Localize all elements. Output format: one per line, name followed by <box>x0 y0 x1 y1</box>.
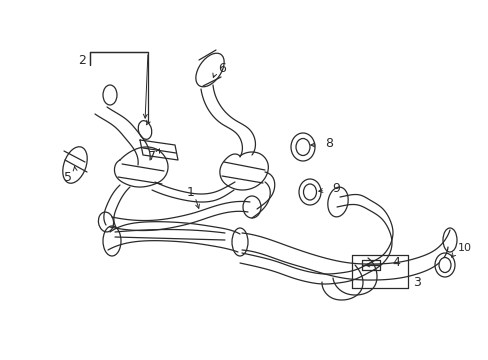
Ellipse shape <box>295 139 309 156</box>
Text: 7: 7 <box>148 149 156 162</box>
Text: 6: 6 <box>218 62 225 75</box>
Text: 10: 10 <box>457 243 471 253</box>
Text: 1: 1 <box>187 185 195 198</box>
Text: 3: 3 <box>412 275 420 288</box>
Ellipse shape <box>303 184 316 200</box>
Text: 4: 4 <box>391 256 399 269</box>
Text: 5: 5 <box>64 171 72 184</box>
Ellipse shape <box>438 257 450 273</box>
Text: 2: 2 <box>78 54 86 67</box>
Text: 9: 9 <box>331 181 339 194</box>
Text: 8: 8 <box>325 136 332 149</box>
